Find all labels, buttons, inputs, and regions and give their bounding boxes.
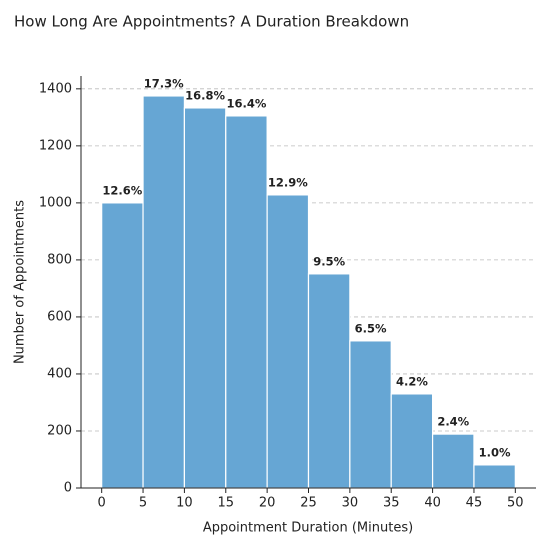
bar — [431, 433, 475, 489]
bar — [266, 194, 310, 489]
value-label: 16.4% — [227, 96, 267, 110]
y-tick-label: 800 — [47, 252, 72, 267]
x-tick-label: 20 — [259, 496, 276, 511]
x-tick-label: 40 — [424, 496, 441, 511]
value-label: 16.8% — [185, 88, 225, 102]
value-label: 12.9% — [268, 175, 308, 189]
bar — [142, 95, 186, 489]
y-tick-label: 1400 — [39, 81, 72, 96]
x-tick-label: 0 — [98, 496, 106, 511]
bar — [390, 393, 434, 489]
value-label: 17.3% — [144, 76, 184, 90]
bar — [225, 115, 268, 489]
y-axis-label: Number of Appointments — [13, 200, 28, 364]
value-label: 2.4% — [437, 415, 469, 429]
value-label: 4.2% — [396, 374, 428, 388]
x-tick-label: 30 — [342, 496, 359, 511]
value-label: 1.0% — [479, 445, 511, 459]
bar — [473, 464, 516, 489]
y-tick-label: 600 — [47, 309, 72, 324]
y-tick-label: 1000 — [39, 195, 72, 210]
y-tick-label: 400 — [47, 366, 72, 381]
value-label: 6.5% — [355, 321, 387, 335]
y-tick-label: 0 — [64, 481, 72, 496]
bar — [307, 273, 351, 489]
x-tick-label: 5 — [139, 496, 147, 511]
x-axis-label: Appointment Duration (Minutes) — [203, 521, 413, 536]
value-label: 12.6% — [102, 183, 142, 197]
x-tick-label: 10 — [176, 496, 193, 511]
x-tick-label: 45 — [466, 496, 483, 511]
bar — [101, 202, 144, 489]
x-tick-label: 15 — [217, 496, 234, 511]
y-tick-label: 1200 — [39, 138, 72, 153]
y-tick-label: 200 — [47, 423, 72, 438]
chart-title: How Long Are Appointments? A Duration Br… — [14, 13, 409, 31]
x-tick-label: 35 — [383, 496, 400, 511]
bar — [183, 107, 227, 489]
x-tick-label: 50 — [507, 496, 524, 511]
x-tick-label: 25 — [300, 496, 317, 511]
bar — [349, 340, 392, 489]
value-label: 9.5% — [313, 254, 345, 268]
